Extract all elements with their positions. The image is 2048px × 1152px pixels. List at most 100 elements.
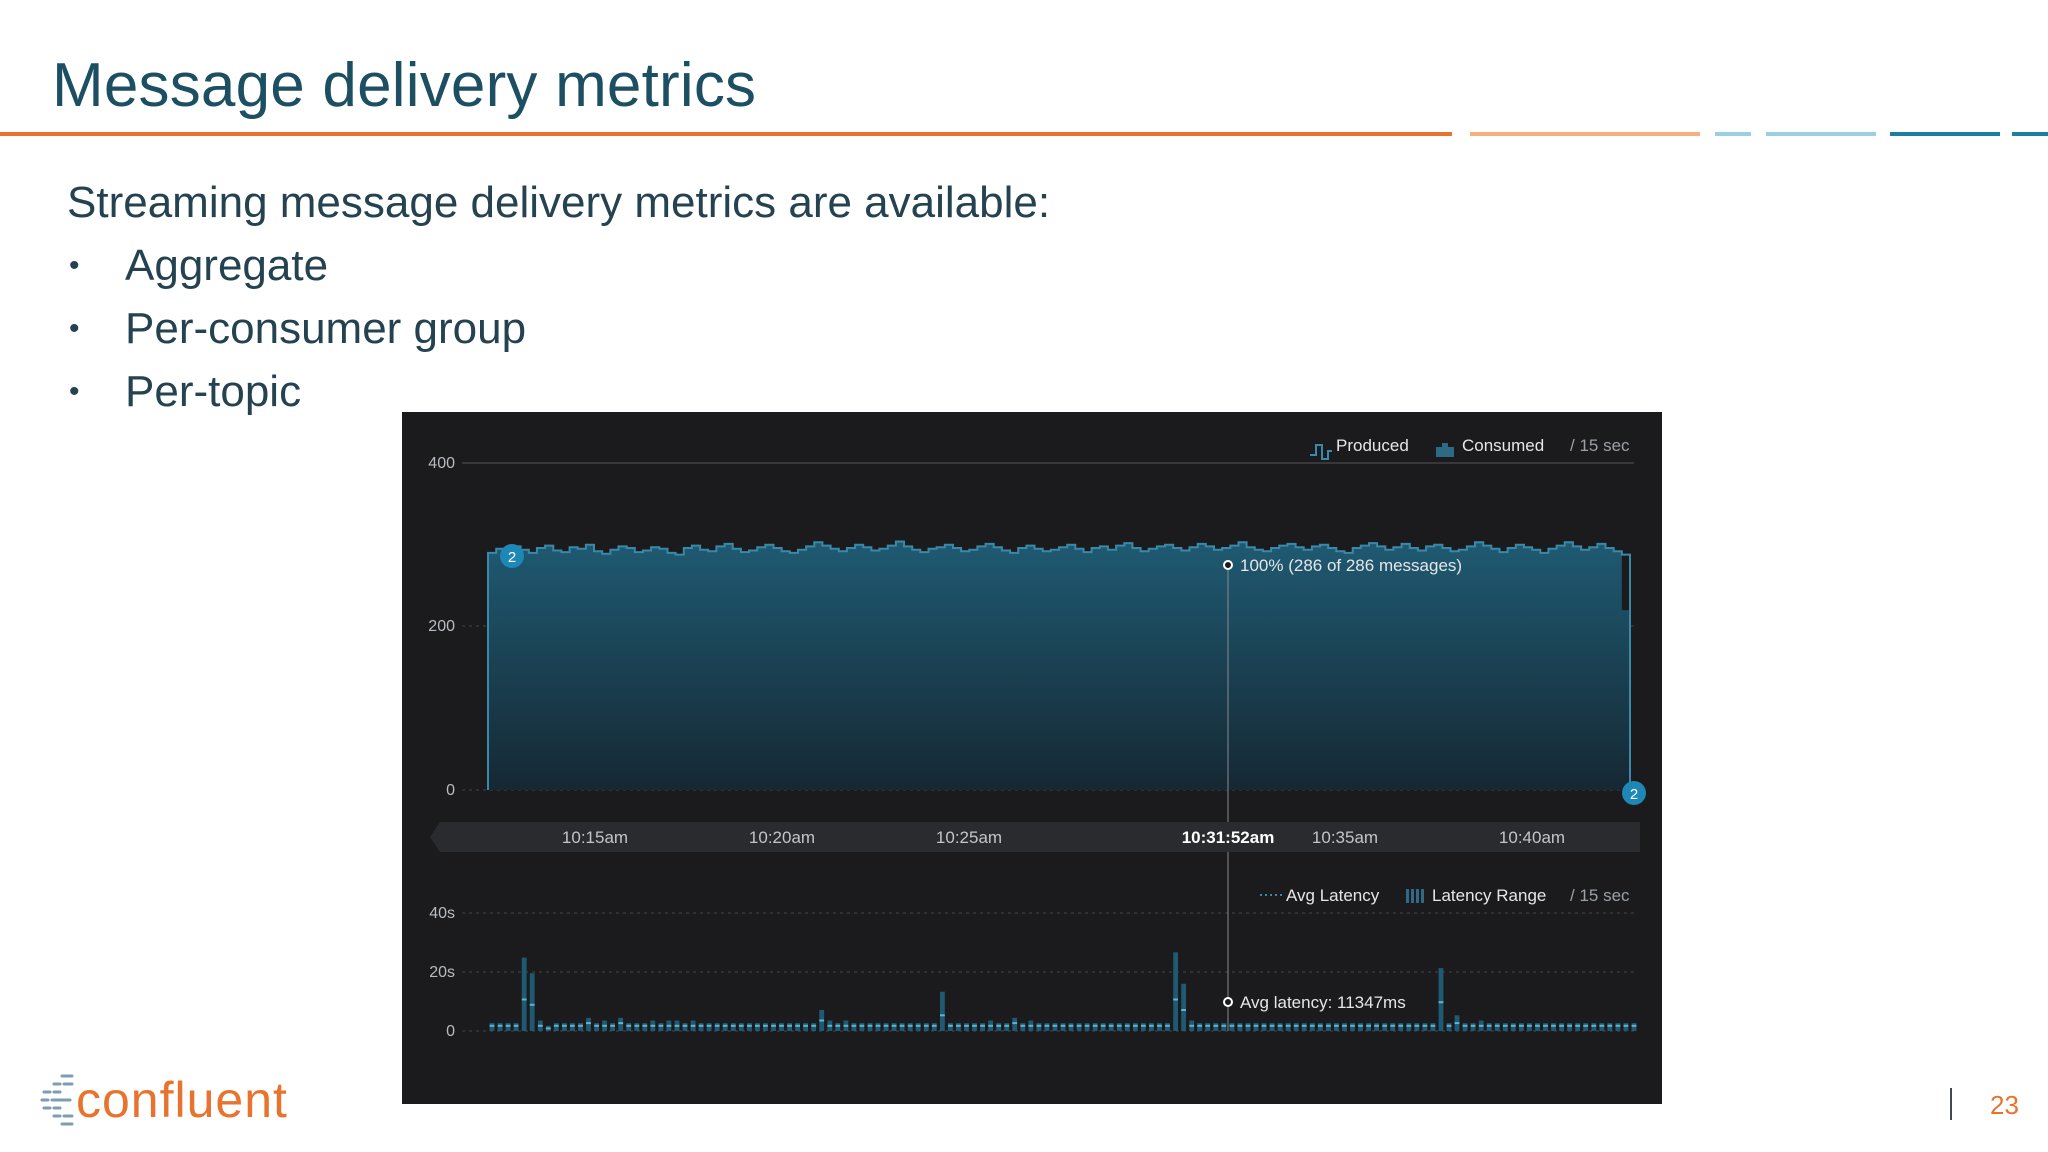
latency-range-bar — [1108, 1023, 1114, 1031]
latency-range-bar — [1567, 1023, 1572, 1031]
avg-latency-mark — [1446, 1024, 1452, 1027]
avg-latency-mark — [650, 1024, 656, 1027]
latency-range-bar — [529, 973, 535, 1031]
avg-latency-mark — [521, 998, 527, 1001]
latency-range-bar — [634, 1023, 640, 1031]
avg-latency-mark — [948, 1024, 953, 1027]
avg-latency-mark — [1165, 1024, 1170, 1027]
x-tick-label: 10:15am — [562, 828, 628, 847]
avg-latency-mark — [1141, 1024, 1146, 1027]
avg-latency-mark — [1269, 1024, 1275, 1027]
start-badge[interactable]: 2 — [500, 544, 524, 568]
avg-latency-mark — [1406, 1024, 1412, 1027]
avg-latency-mark — [714, 1024, 720, 1027]
avg-latency-mark — [891, 1024, 897, 1027]
avg-latency-mark — [1068, 1024, 1074, 1027]
slide-title: Message delivery metrics — [52, 51, 757, 120]
avg-latency-mark — [1631, 1024, 1637, 1027]
avg-latency-mark — [1551, 1024, 1556, 1027]
latency-range-legend-label[interactable]: Latency Range — [1432, 886, 1546, 905]
latency-range-legend-icon — [1406, 889, 1424, 903]
avg-latency-mark — [658, 1024, 664, 1027]
latency-range-bar — [1317, 1023, 1323, 1031]
latency-range-bar — [738, 1023, 744, 1031]
avg-latency-mark — [578, 1024, 583, 1027]
avg-latency-mark — [899, 1024, 905, 1027]
bullet-item: • Aggregate — [67, 240, 526, 303]
hover-cursor-dot — [1223, 560, 1233, 570]
avg-latency-mark — [1583, 1024, 1589, 1027]
avg-latency-mark — [1430, 1024, 1436, 1027]
scroll-left-icon[interactable] — [430, 822, 440, 852]
avg-latency-mark — [940, 1014, 945, 1017]
avg-latency-mark — [787, 1024, 792, 1027]
avg-latency-mark — [682, 1024, 688, 1027]
latency-range-bar — [931, 1023, 937, 1031]
avg-latency-mark — [634, 1024, 640, 1027]
consumed-legend-label[interactable]: Consumed — [1462, 436, 1544, 455]
avg-latency-mark — [730, 1024, 736, 1027]
avg-latency-mark — [570, 1024, 575, 1027]
x-tick-label-current: 10:31:52am — [1182, 828, 1275, 847]
end-badge[interactable]: 2 — [1622, 781, 1646, 805]
avg-latency-mark — [875, 1024, 881, 1027]
avg-latency-mark — [980, 1024, 985, 1027]
avg-latency-mark — [1478, 1024, 1484, 1027]
avg-latency-mark — [642, 1024, 648, 1027]
avg-latency-mark — [1591, 1024, 1597, 1027]
avg-latency-mark — [1470, 1024, 1476, 1027]
avg-latency-mark — [843, 1024, 849, 1027]
avg-latency-mark — [755, 1024, 760, 1027]
time-axis-scrubber[interactable] — [430, 822, 1640, 852]
latency-range-bar — [1334, 1023, 1339, 1031]
latency-cursor-dot — [1223, 997, 1233, 1007]
avg-latency-legend-label[interactable]: Avg Latency — [1286, 886, 1380, 905]
latency-range-bar — [1607, 1023, 1613, 1031]
avg-latency-mark — [996, 1024, 1002, 1027]
avg-latency-mark — [811, 1024, 817, 1027]
throughput-interval: / 15 sec — [1570, 436, 1630, 455]
avg-latency-mark — [1342, 1024, 1347, 1027]
avg-latency-mark — [1084, 1024, 1090, 1027]
avg-latency-mark — [1197, 1024, 1203, 1027]
title-rule-blue — [1890, 132, 2000, 136]
latency-range-bar — [714, 1023, 720, 1031]
avg-latency-mark — [1486, 1024, 1492, 1027]
y-tick-label: 20s — [429, 964, 455, 981]
avg-latency-mark — [1028, 1024, 1034, 1027]
avg-latency-mark — [1543, 1024, 1548, 1027]
latency-range-bar — [1374, 1023, 1379, 1031]
avg-latency-mark — [545, 1027, 551, 1030]
y-tick-label: 40s — [429, 905, 455, 922]
avg-latency-mark — [1559, 1024, 1564, 1027]
latency-range-bar — [1245, 1023, 1251, 1031]
avg-latency-mark — [1116, 1024, 1122, 1027]
avg-latency-mark — [1020, 1024, 1026, 1027]
latency-range-bar — [610, 1023, 615, 1031]
latency-range-bar — [795, 1023, 800, 1031]
avg-latency-mark — [1454, 1022, 1460, 1025]
avg-latency-mark — [1253, 1024, 1259, 1027]
end-badge-label: 2 — [1630, 786, 1638, 803]
latency-bar-layer — [489, 952, 1637, 1031]
latency-range-bar — [1446, 1023, 1452, 1031]
avg-latency-mark — [915, 1024, 921, 1027]
avg-latency-mark — [795, 1024, 800, 1027]
latency-range-bar — [779, 1023, 784, 1031]
latency-range-bar — [1181, 983, 1186, 1031]
avg-latency-mark — [1277, 1024, 1283, 1027]
latency-range-bar — [875, 1023, 881, 1031]
avg-latency-mark — [1326, 1024, 1331, 1027]
avg-latency-mark — [1237, 1024, 1243, 1027]
latency-range-bar — [1326, 1023, 1331, 1031]
latency-range-bar — [899, 1023, 905, 1031]
latency-range-bar — [505, 1023, 511, 1031]
latency-range-bar — [1277, 1023, 1283, 1031]
x-tick-label: 10:25am — [936, 828, 1002, 847]
latency-range-bar — [980, 1023, 985, 1031]
avg-latency-mark — [1124, 1024, 1130, 1027]
latency-range-bar — [811, 1023, 817, 1031]
latency-range-bar — [940, 991, 945, 1031]
produced-legend-label[interactable]: Produced — [1336, 436, 1409, 455]
avg-latency-mark — [1012, 1022, 1018, 1025]
